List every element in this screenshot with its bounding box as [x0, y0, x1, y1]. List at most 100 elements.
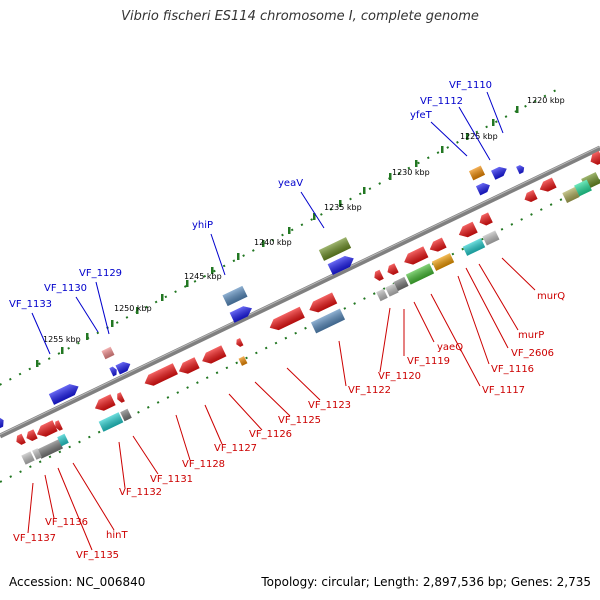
gene-label: VF_1133	[9, 299, 52, 310]
kbp-label: 1235 kbp	[324, 203, 362, 212]
kbp-tick	[136, 307, 139, 314]
reverse-gene	[16, 433, 26, 445]
reverse-gene	[32, 448, 42, 460]
kbp-tick-marks	[36, 106, 519, 367]
gene-label: VF_1122	[348, 385, 391, 396]
gene-label: VF_1112	[420, 96, 463, 107]
gene-label: VF_1125	[278, 415, 321, 426]
leader-line	[210, 233, 226, 276]
kbp-label: 1255 kbp	[43, 335, 81, 344]
leader-line	[75, 296, 99, 333]
kbp-label: 1250 kbp	[114, 304, 152, 313]
chromosome-backbone	[0, 145, 600, 439]
gene-label: VF_1130	[44, 283, 87, 294]
reverse-gene	[429, 237, 447, 252]
forward-gene	[0, 416, 4, 429]
chromosome-backbone-highlight	[0, 146, 600, 435]
forward-gene	[48, 384, 79, 405]
reverse-gene	[524, 189, 538, 203]
kbp-tick	[86, 333, 89, 340]
reverse-gene	[117, 392, 125, 403]
leader-line	[486, 91, 504, 134]
gene-label: VF_1126	[249, 429, 292, 440]
kbp-tick	[363, 187, 366, 194]
kbp-label: 1245 kbp	[184, 272, 222, 281]
gene-label: VF_1129	[79, 268, 122, 279]
gene-label: murP	[518, 330, 544, 341]
reverse-gene	[178, 357, 200, 374]
gene-label: yaeQ	[437, 342, 463, 353]
reverse-gene	[387, 263, 399, 275]
kbp-tick	[313, 213, 316, 220]
gene-label: VF_1120	[378, 371, 421, 382]
forward-gene	[229, 306, 252, 323]
leader-line	[457, 275, 490, 365]
gene-label: VF_1116	[491, 364, 534, 375]
reverse-gene	[98, 412, 124, 432]
gene-label: yhiP	[192, 220, 213, 231]
gene-label: VF_1132	[119, 487, 162, 498]
kbp-tick	[186, 280, 189, 287]
kbp-tick	[339, 200, 342, 207]
accession-text: Accession: NC_006840	[9, 575, 146, 589]
reverse-gene	[36, 420, 58, 437]
reverse-gene	[539, 177, 557, 192]
kbp-tick	[161, 294, 164, 301]
reverse-gene	[310, 308, 346, 334]
leader-line	[501, 257, 536, 291]
reverse-gene	[37, 439, 63, 459]
reverse-gene	[238, 356, 248, 366]
reverse-gene	[479, 212, 493, 226]
forward-gene	[468, 165, 486, 181]
leader-line	[132, 435, 159, 475]
kbp-label: 1230 kbp	[392, 168, 430, 177]
leader-line	[413, 301, 435, 343]
forward-gene	[327, 255, 354, 276]
reverse-gene	[55, 420, 63, 431]
kbp-tick	[466, 133, 469, 140]
map-title: Vibrio fischeri ES114 chromosome I, comp…	[121, 9, 479, 24]
forward-gene	[516, 165, 525, 175]
gene-label: hinT	[106, 530, 128, 541]
kbp-tick	[441, 146, 444, 153]
kbp-label: 1225 kbp	[460, 132, 498, 141]
reverse-gene	[57, 433, 69, 447]
leader-line	[118, 441, 126, 489]
kbp-labels: 1220 kbp 1225 kbp 1230 kbp 1235 kbp 1240 kbp…	[43, 96, 565, 344]
kbp-tick	[237, 253, 240, 260]
reverse-gene-labels: murQ murP VF_2606 VF_1116 VF_1117 yaeQ VF_1119…	[13, 291, 565, 561]
reverse-gene	[94, 394, 116, 411]
kbp-tick	[36, 360, 39, 367]
reverse-gene	[574, 179, 592, 197]
kbp-tick	[288, 227, 291, 234]
gene-label: VF_1137	[13, 533, 56, 544]
forward-strand-genes	[0, 165, 525, 429]
forward-gene	[491, 166, 507, 180]
leader-line	[458, 106, 491, 161]
reverse-gene	[562, 187, 580, 203]
gene-label: VF_1110	[449, 80, 492, 91]
reverse-gene	[590, 150, 600, 165]
reverse-gene	[26, 429, 38, 441]
reverse-gene	[21, 451, 35, 465]
leader-line	[31, 312, 51, 355]
reverse-gene	[144, 363, 178, 386]
reverse-gene	[393, 276, 409, 292]
reverse-gene	[458, 221, 478, 238]
gene-label: VF_1127	[214, 443, 257, 454]
leader-line	[204, 404, 223, 445]
leader-line	[478, 263, 519, 331]
leader-line	[254, 381, 291, 417]
leader-line	[430, 121, 468, 157]
reverse-gene	[120, 408, 132, 422]
forward-gene	[101, 346, 115, 360]
leader-line	[379, 307, 391, 373]
gene-label: VF_1128	[182, 459, 225, 470]
forward-gene-labels: VF_1110 VF_1112 yfeT yeaV yhiP VF_1129 VF_1130…	[9, 80, 492, 310]
reverse-gene	[431, 253, 455, 271]
kbp-tick	[516, 106, 519, 113]
leader-line	[286, 367, 321, 401]
gene-label: VF_1123	[308, 400, 351, 411]
leader-line	[430, 293, 481, 387]
